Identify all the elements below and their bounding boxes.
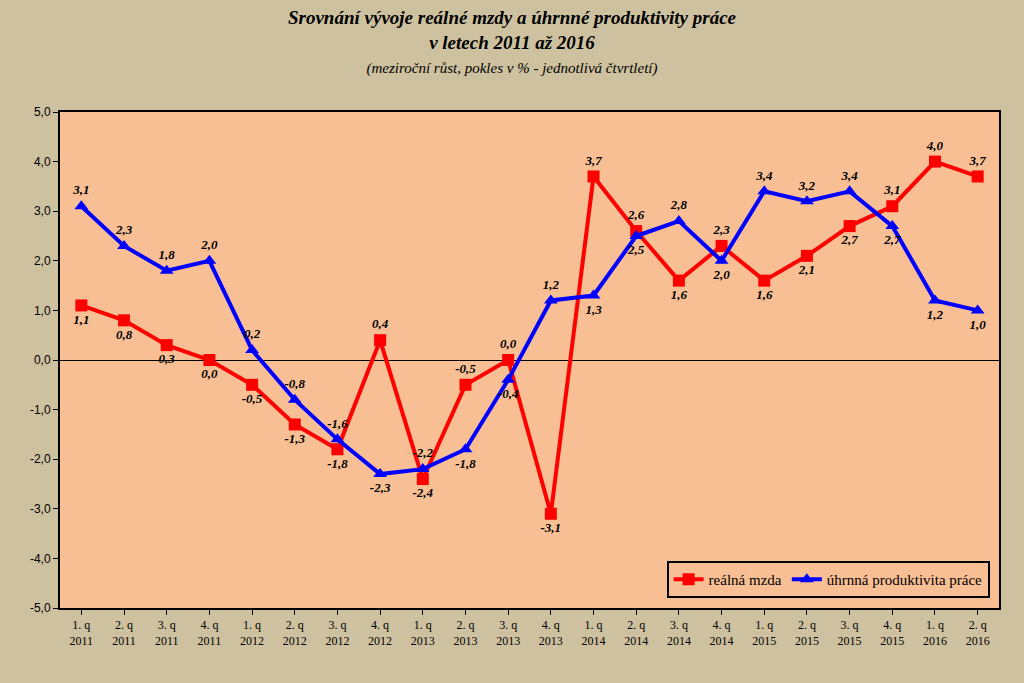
svg-text:2. q2015: 2. q2015 xyxy=(795,618,819,648)
svg-text:3,4: 3,4 xyxy=(755,168,773,183)
svg-text:-5,0: -5,0 xyxy=(30,601,51,615)
svg-text:3,7: 3,7 xyxy=(584,153,602,168)
svg-text:-1,3: -1,3 xyxy=(284,431,305,446)
svg-text:2. q2012: 2. q2012 xyxy=(283,618,307,648)
svg-text:3,0: 3,0 xyxy=(34,204,51,218)
svg-text:-1,6: -1,6 xyxy=(327,416,348,431)
svg-text:2,3: 2,3 xyxy=(712,222,730,237)
svg-text:2,0: 2,0 xyxy=(34,254,51,268)
svg-text:-3,1: -3,1 xyxy=(541,520,562,535)
svg-text:3,2: 3,2 xyxy=(798,178,816,193)
svg-text:-0,5: -0,5 xyxy=(242,391,263,406)
svg-text:-4,0: -4,0 xyxy=(30,552,51,566)
svg-text:5,0: 5,0 xyxy=(34,105,51,119)
svg-text:1,0: 1,0 xyxy=(970,317,987,332)
svg-text:3,7: 3,7 xyxy=(969,153,987,168)
svg-text:-2,0: -2,0 xyxy=(30,452,51,466)
svg-text:3,1: 3,1 xyxy=(883,182,900,197)
svg-text:2,1: 2,1 xyxy=(798,262,815,277)
svg-text:1. q2012: 1. q2012 xyxy=(240,618,264,648)
svg-text:-0,5: -0,5 xyxy=(455,361,476,376)
svg-text:-3,0: -3,0 xyxy=(30,502,51,516)
svg-text:2. q2016: 2. q2016 xyxy=(966,618,990,648)
svg-text:-2,4: -2,4 xyxy=(413,485,434,500)
svg-text:1,3: 1,3 xyxy=(585,302,602,317)
svg-text:-2,3: -2,3 xyxy=(370,480,391,495)
svg-text:1,2: 1,2 xyxy=(927,307,944,322)
svg-text:1,2: 1,2 xyxy=(543,277,560,292)
svg-text:4,0: 4,0 xyxy=(34,155,51,169)
svg-text:4. q2015: 4. q2015 xyxy=(880,618,904,648)
svg-text:-0,8: -0,8 xyxy=(284,376,305,391)
svg-text:0,0: 0,0 xyxy=(500,336,517,351)
svg-text:0,0: 0,0 xyxy=(34,353,51,367)
svg-text:2. q2014: 2. q2014 xyxy=(624,618,648,648)
svg-text:2. q2011: 2. q2011 xyxy=(112,618,136,648)
svg-text:1. q2013: 1. q2013 xyxy=(411,618,435,648)
svg-text:3. q2015: 3. q2015 xyxy=(838,618,862,648)
svg-text:1,0: 1,0 xyxy=(34,304,51,318)
svg-text:1. q2015: 1. q2015 xyxy=(752,618,776,648)
svg-text:1,6: 1,6 xyxy=(671,287,688,302)
svg-text:3,1: 3,1 xyxy=(72,182,89,197)
svg-text:1,1: 1,1 xyxy=(73,312,89,327)
svg-text:úhrnná produktivita práce: úhrnná produktivita práce xyxy=(827,572,982,588)
svg-text:3. q2012: 3. q2012 xyxy=(325,618,349,648)
svg-text:2,0: 2,0 xyxy=(712,267,730,282)
svg-text:1,6: 1,6 xyxy=(756,287,773,302)
svg-text:1. q2011: 1. q2011 xyxy=(70,618,94,648)
svg-text:2,8: 2,8 xyxy=(670,197,688,212)
svg-text:2,6: 2,6 xyxy=(627,207,645,222)
svg-text:-1,8: -1,8 xyxy=(455,456,476,471)
svg-text:2,3: 2,3 xyxy=(115,222,133,237)
svg-text:4. q2013: 4. q2013 xyxy=(539,618,563,648)
svg-text:-0,4: -0,4 xyxy=(498,386,519,401)
svg-text:4. q2011: 4. q2011 xyxy=(198,618,222,648)
svg-text:-2,2: -2,2 xyxy=(413,445,434,460)
svg-text:3. q2011: 3. q2011 xyxy=(155,618,179,648)
svg-text:-1,0: -1,0 xyxy=(30,403,51,417)
svg-text:2,7: 2,7 xyxy=(840,232,858,247)
svg-text:0,8: 0,8 xyxy=(116,327,133,342)
svg-text:1. q2014: 1. q2014 xyxy=(582,618,606,648)
svg-text:3,4: 3,4 xyxy=(840,168,858,183)
svg-text:2. q2013: 2. q2013 xyxy=(453,618,477,648)
svg-text:2,5: 2,5 xyxy=(627,242,645,257)
svg-text:4. q2012: 4. q2012 xyxy=(368,618,392,648)
svg-text:0,3: 0,3 xyxy=(159,351,176,366)
svg-text:1. q2016: 1. q2016 xyxy=(923,618,947,648)
svg-text:0,2: 0,2 xyxy=(244,326,261,341)
svg-text:4. q2014: 4. q2014 xyxy=(710,618,734,648)
svg-text:reálná mzda: reálná mzda xyxy=(709,572,782,588)
svg-text:Srovnání vývoje reálné mzdy a: Srovnání vývoje reálné mzdy a úhrnné pro… xyxy=(288,7,737,77)
svg-text:3. q2013: 3. q2013 xyxy=(496,618,520,648)
svg-text:0,4: 0,4 xyxy=(372,316,389,331)
svg-text:0,0: 0,0 xyxy=(201,366,218,381)
svg-text:4,0: 4,0 xyxy=(926,138,944,153)
svg-text:2,0: 2,0 xyxy=(200,237,218,252)
svg-text:1,8: 1,8 xyxy=(159,247,176,262)
svg-text:3. q2014: 3. q2014 xyxy=(667,618,691,648)
svg-text:2,7: 2,7 xyxy=(883,232,901,247)
svg-text:-1,8: -1,8 xyxy=(327,456,348,471)
